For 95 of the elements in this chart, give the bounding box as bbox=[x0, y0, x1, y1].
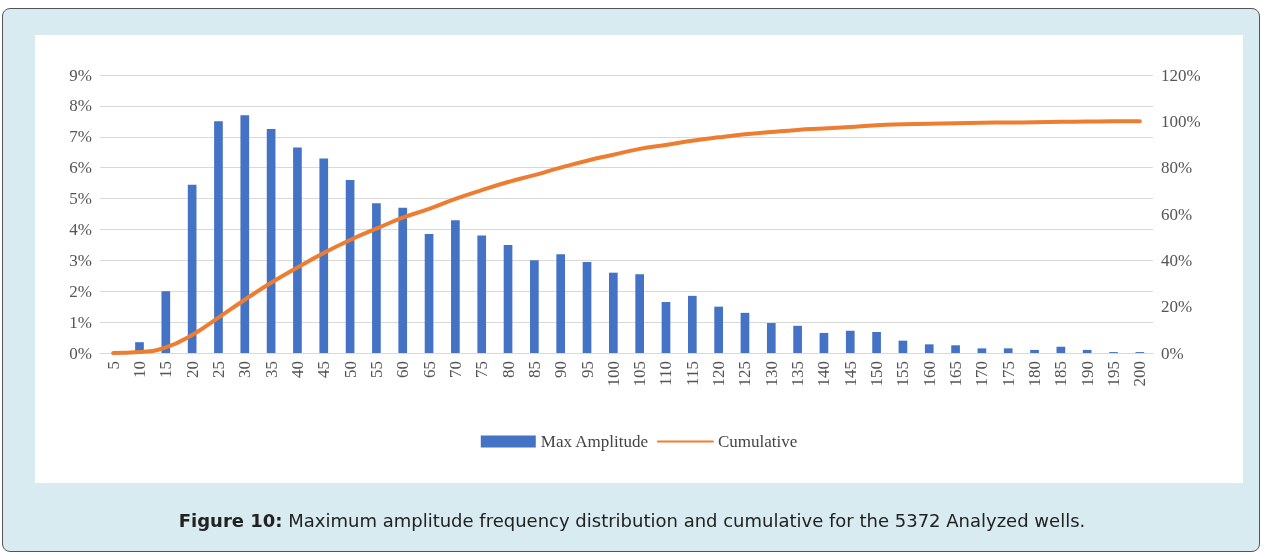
bar bbox=[793, 325, 802, 353]
bar bbox=[530, 260, 539, 353]
bar bbox=[819, 332, 829, 353]
x-tick-label: 145 bbox=[840, 361, 860, 387]
y2-tick-label: 60% bbox=[1161, 204, 1193, 224]
bar bbox=[1082, 349, 1092, 353]
y2-tick-label: 0% bbox=[1161, 343, 1184, 363]
x-tick-label: 150 bbox=[867, 361, 887, 387]
bar bbox=[214, 121, 223, 353]
line-series bbox=[111, 119, 1142, 355]
x-tick-label: 80 bbox=[498, 361, 518, 378]
x-tick-label: 35 bbox=[261, 361, 281, 378]
bar bbox=[766, 323, 776, 353]
x-tick-label: 110 bbox=[656, 361, 676, 386]
bar bbox=[1003, 348, 1013, 353]
x-tick-label: 120 bbox=[709, 361, 729, 387]
y-tick-label: 8% bbox=[69, 96, 92, 116]
x-tick-label: 130 bbox=[761, 361, 781, 387]
x-tick-label: 25 bbox=[208, 361, 228, 378]
x-tick-label: 95 bbox=[577, 361, 597, 378]
bar bbox=[635, 274, 645, 353]
x-tick-label: 85 bbox=[524, 361, 544, 378]
x-tick-label: 75 bbox=[472, 361, 492, 378]
bar bbox=[398, 207, 408, 353]
x-tick-label: 45 bbox=[314, 361, 334, 378]
x-tick-label: 195 bbox=[1104, 361, 1124, 387]
x-tick-label: 175 bbox=[998, 361, 1018, 387]
bar bbox=[266, 129, 276, 353]
bar bbox=[582, 261, 592, 353]
x-tick-label: 50 bbox=[340, 361, 360, 378]
x-tick-label: 200 bbox=[1130, 361, 1150, 387]
y2-tick-label: 80% bbox=[1161, 158, 1193, 178]
x-tick-label: 180 bbox=[1025, 361, 1045, 387]
x-tick-label: 155 bbox=[893, 361, 913, 387]
x-tick-label: 30 bbox=[235, 361, 255, 378]
x-tick-label: 55 bbox=[366, 361, 386, 378]
x-tick-label: 5 bbox=[103, 361, 123, 370]
bar bbox=[161, 291, 171, 353]
bar bbox=[451, 220, 460, 353]
bar bbox=[319, 158, 329, 353]
x-tick-label: 115 bbox=[682, 361, 702, 386]
bar bbox=[608, 272, 618, 353]
y-tick-label: 2% bbox=[69, 281, 92, 301]
x-tick-label: 10 bbox=[129, 361, 149, 378]
bar bbox=[1030, 349, 1039, 353]
y-tick-label: 0% bbox=[69, 343, 92, 363]
bar bbox=[898, 340, 908, 353]
x-tick-label: 170 bbox=[972, 361, 992, 387]
bar bbox=[345, 180, 355, 353]
y-tick-label: 7% bbox=[69, 127, 92, 147]
bar bbox=[740, 312, 750, 353]
bar bbox=[951, 345, 960, 353]
x-tick-label: 70 bbox=[445, 361, 465, 378]
y-tick-label: 1% bbox=[69, 312, 92, 332]
x-tick-label: 135 bbox=[788, 361, 808, 387]
x-tick-label: 140 bbox=[814, 361, 834, 387]
y-tick-label: 3% bbox=[69, 250, 92, 270]
y2-tick-label: 20% bbox=[1161, 297, 1193, 317]
bar bbox=[687, 295, 697, 353]
bar bbox=[714, 306, 723, 353]
bar bbox=[977, 348, 987, 353]
bar bbox=[293, 147, 302, 353]
y-tick-label: 5% bbox=[69, 189, 92, 209]
bar bbox=[845, 330, 855, 353]
x-tick-label: 165 bbox=[946, 361, 966, 387]
x-tick-label: 160 bbox=[919, 361, 939, 387]
x-tick-label: 190 bbox=[1077, 361, 1097, 387]
bar bbox=[556, 254, 566, 353]
bar bbox=[372, 203, 381, 353]
x-tick-label: 90 bbox=[551, 361, 571, 378]
caption: Figure 10: Maximum amplitude frequency distribution and cumulative for the 5372 Analyzed wells. bbox=[177, 510, 1087, 531]
x-tick-label: 65 bbox=[419, 361, 439, 378]
x-tick-label: 100 bbox=[603, 361, 623, 387]
bar bbox=[661, 302, 671, 353]
bar bbox=[924, 344, 934, 353]
y-tick-label: 9% bbox=[69, 65, 92, 85]
y2-tick-label: 40% bbox=[1161, 250, 1193, 270]
y2-tick-label: 120% bbox=[1161, 65, 1201, 85]
y2-tick-label: 100% bbox=[1161, 111, 1201, 131]
y-tick-label: 4% bbox=[69, 219, 92, 239]
x-tick-label: 105 bbox=[630, 361, 650, 387]
x-tick-label: 15 bbox=[156, 361, 176, 378]
x-tick-label: 40 bbox=[287, 361, 307, 378]
x-tick-label: 60 bbox=[393, 361, 413, 378]
x-tick-label: 20 bbox=[182, 361, 202, 378]
y-tick-label: 6% bbox=[69, 158, 92, 178]
bar bbox=[240, 115, 250, 353]
bar bbox=[424, 234, 434, 353]
bar bbox=[872, 332, 881, 353]
bar bbox=[503, 244, 513, 353]
bar bbox=[477, 235, 487, 353]
x-tick-label: 125 bbox=[735, 361, 755, 387]
legend-label: Max Amplitude bbox=[540, 432, 648, 451]
legend-label: Cumulative bbox=[717, 432, 798, 451]
x-tick-label: 185 bbox=[1051, 361, 1071, 387]
